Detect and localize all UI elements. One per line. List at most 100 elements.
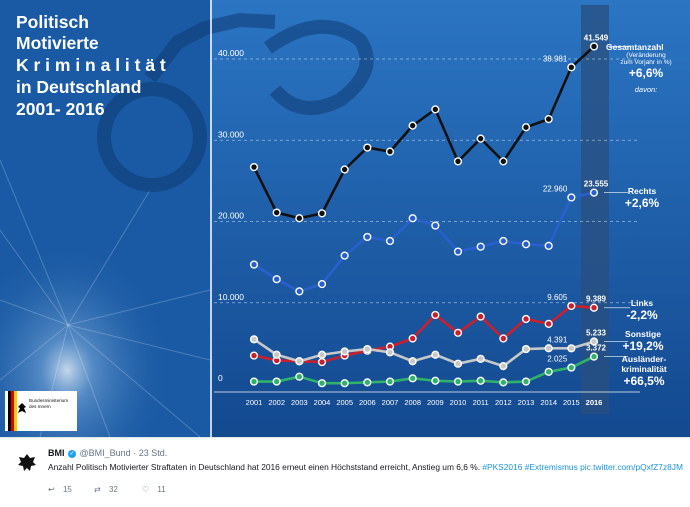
y-tick-label: 10.000 [218,292,244,302]
eagle-logo-avatar[interactable] [16,452,38,474]
annotation-links: Links -2,2% [614,298,670,322]
data-point-links [453,328,463,337]
series-line-sonstige [253,338,595,368]
highlight-column-2016 [581,5,609,414]
data-point-auslaender [476,376,485,385]
tweet-card[interactable]: BMI ✓ @BMI_Bund · 23 Std. Anzahl Politis… [0,437,690,507]
data-point-sonstige [408,357,417,366]
ministry-logo: Bundesministerium des Innern [5,391,77,431]
tweet-hashtags[interactable]: #PKS2016 #Extremismus [482,462,578,472]
logo-text-line-1: Bundesministerium [29,398,69,403]
x-tick-label: 2002 [268,398,285,407]
annotation-links-label: Links [630,298,654,308]
data-point-sonstige [295,357,304,366]
data-point-sonstige [385,348,395,357]
y-tick-label: 30.000 [218,129,244,139]
annotation-auslaender-label-1: Ausländer- [621,354,667,364]
annotation-rechts: Rechts +2,6% [614,186,670,210]
x-tick-label: 2014 [540,398,557,407]
data-point-links [317,357,327,367]
x-tick-label: 2001 [246,398,263,407]
title-line-5: 2001- 2016 [16,99,105,119]
annotation-gesamt-note-2: zum Vorjahr in %) [620,59,672,66]
data-point-sonstige [340,347,349,356]
title-line-3: K r i m i n a l i t ä t [16,55,166,75]
reply-icon: ↩ [48,485,55,494]
data-point-sonstige [363,344,372,354]
data-point-sonstige [431,350,440,359]
data-point-auslaender [589,352,599,361]
reply-button[interactable]: ↩ 15 [48,485,72,494]
data-point-sonstige [544,344,553,353]
y-tick-label: 20.000 [218,211,244,221]
data-point-auslaender [431,376,440,385]
tweet-separator: · [133,448,137,458]
annotation-sonstige-label: Sonstige [625,329,661,339]
data-point-total [476,134,485,143]
data-point-links [476,312,485,321]
annotation-sonstige: Sonstige +19,2% [614,329,672,353]
x-tick-label: 2003 [291,398,308,407]
data-point-total [521,123,531,132]
data-point-sonstige [589,337,599,346]
reply-count: 15 [62,485,72,494]
tweet-author-name[interactable]: BMI [48,448,65,458]
like-button[interactable]: ♡ 11 [142,485,166,494]
heart-icon: ♡ [142,485,150,494]
x-tick-label: 2015 [563,398,580,407]
data-point-auslaender [363,378,372,387]
retweet-button[interactable]: ⇄ 32 [94,485,118,494]
data-label-sonstige: 4.391 [547,335,568,344]
data-point-sonstige [249,335,259,344]
line-chart: 0 10.000 20.000 30.000 40.000 2001 2002 2003 200… [214,33,640,407]
data-point-total [499,157,508,166]
y-tick-label: 0 [218,373,223,383]
data-point-links [589,303,599,312]
data-point-rechts [385,236,395,246]
data-point-rechts [521,240,531,249]
data-point-auslaender [544,367,553,376]
data-point-auslaender [295,372,304,381]
data-point-auslaender [453,377,463,386]
infographic: 0 10.000 20.000 30.000 40.000 2001 2002 2003 200… [0,0,690,437]
tweet-handle[interactable]: @BMI_Bund [79,448,131,458]
title-line-4: in Deutschland [16,77,142,97]
handcuffs-decoration [97,12,374,192]
data-point-rechts [544,241,553,250]
tweet-body: Anzahl Politisch Motivierter Straftaten … [48,462,481,472]
x-tick-label: 2007 [382,398,399,407]
data-label-auslaender: 2.025 [547,355,568,364]
tweet-time[interactable]: 23 Std. [138,448,168,458]
data-point-links [431,310,440,320]
data-point-auslaender [499,378,508,387]
annotation-rechts-pct: +2,6% [624,196,660,210]
data-point-total [317,209,327,218]
tweet-link[interactable]: pic.twitter.com/pQxfZ7z8JM [580,462,683,472]
annotation-gesamt-pct: +6,6% [628,66,664,80]
data-point-auslaender [521,377,531,386]
infographic-background: 0 10.000 20.000 30.000 40.000 2001 2002 2003 200… [0,0,690,437]
retweet-count: 32 [108,485,118,494]
annotation-gesamt-label: Gesamtanzahl [606,42,664,52]
data-point-sonstige [521,344,531,354]
x-tick-label: 2004 [314,398,331,407]
data-point-links [249,351,259,360]
annotation-auslaender-label-2: kriminalität [621,364,667,374]
data-point-links [499,334,508,343]
series-line-rechts [253,191,595,293]
data-label-total: 41.549 [584,33,609,42]
data-point-rechts [476,242,485,251]
x-tick-label: 2005 [336,398,353,407]
like-count: 11 [157,485,166,494]
x-tick-label: 2006 [359,398,376,407]
data-point-sonstige [272,350,281,359]
data-label-total: 38.981 [543,54,568,63]
data-point-auslaender [567,363,576,372]
data-point-sonstige [453,359,463,368]
data-point-rechts [272,275,281,284]
data-point-rechts [499,236,508,246]
data-label-links: 9.605 [547,293,568,302]
data-point-auslaender [340,379,349,388]
data-point-links [521,314,531,324]
data-point-rechts [567,193,576,202]
